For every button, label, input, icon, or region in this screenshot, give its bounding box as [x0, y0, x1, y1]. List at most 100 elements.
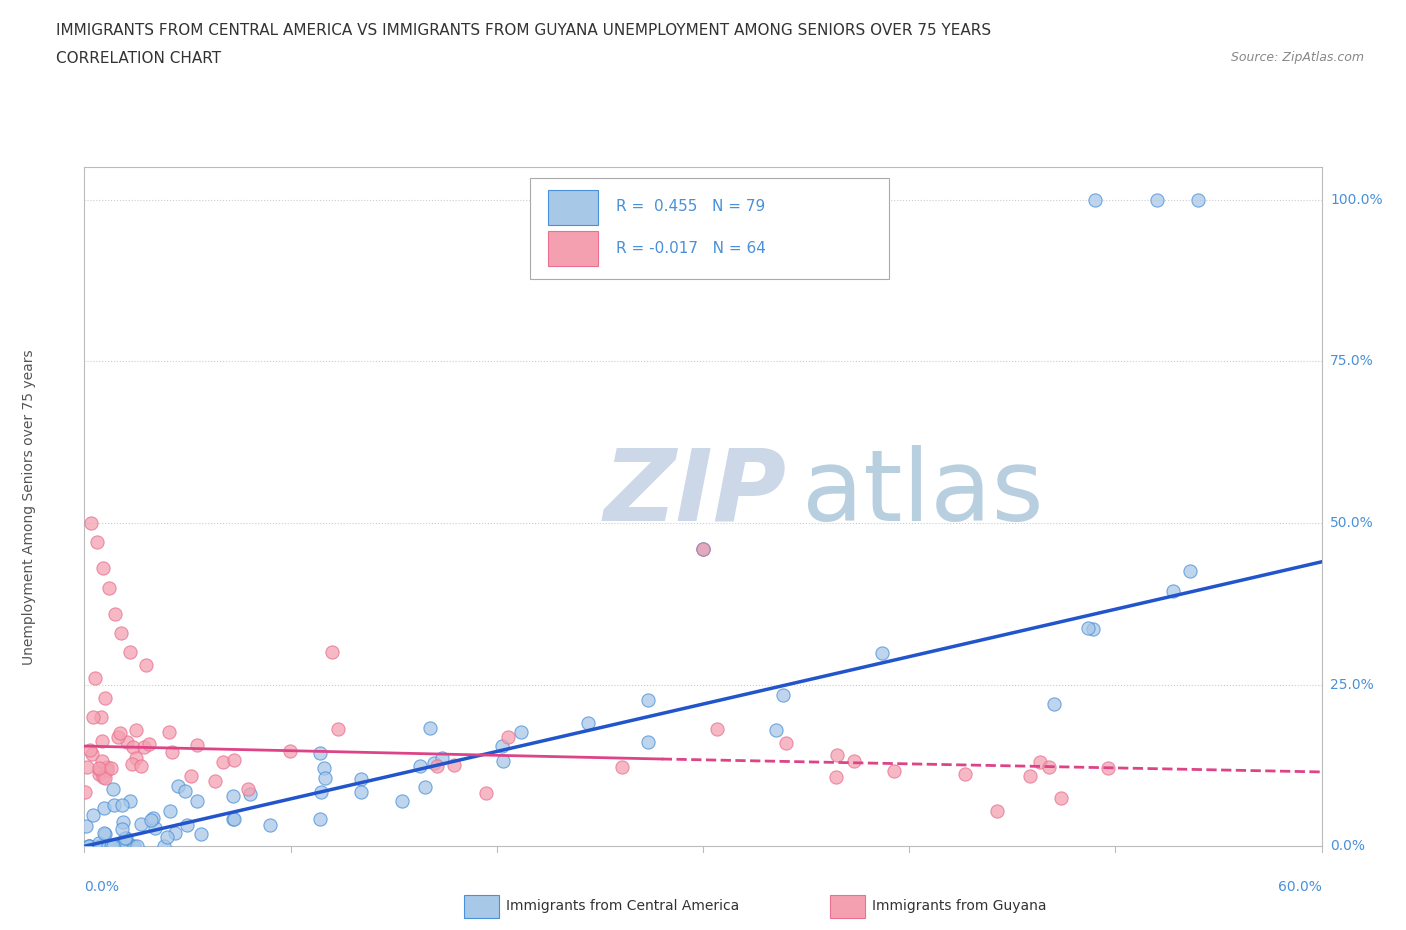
Point [186, 793, 208, 808]
Point [222, 811, 245, 826]
Point [138, 737, 160, 751]
Point [419, 720, 441, 735]
Point [309, 784, 332, 799]
Point [692, 541, 714, 556]
Point [77, 839, 100, 854]
Point [91, 561, 114, 576]
Point [174, 783, 197, 798]
Point [82, 710, 104, 724]
Point [350, 771, 373, 786]
Point [125, 723, 148, 737]
Text: 50.0%: 50.0% [1330, 516, 1374, 530]
Point [77, 839, 100, 854]
Text: R =  0.455   N = 79: R = 0.455 N = 79 [616, 199, 766, 214]
Point [143, 820, 166, 835]
Point [76, 760, 98, 775]
Point [186, 737, 208, 752]
Point [176, 817, 198, 832]
Point [160, 745, 183, 760]
Point [94, 827, 117, 842]
Text: ZIP: ZIP [605, 445, 787, 542]
Point [156, 830, 179, 844]
Point [413, 780, 436, 795]
Text: Unemployment Among Seniors over 75 years: Unemployment Among Seniors over 75 years [21, 349, 35, 665]
Point [224, 752, 246, 767]
Point [135, 658, 157, 672]
Point [90, 734, 112, 749]
Point [90, 710, 112, 724]
Point [163, 826, 186, 841]
Point [278, 743, 301, 758]
Point [94, 690, 117, 705]
Point [101, 839, 124, 854]
Point [391, 794, 413, 809]
Point [236, 782, 259, 797]
Point [692, 541, 714, 556]
Point [82, 807, 104, 822]
Point [576, 715, 599, 730]
Point [87, 836, 110, 851]
Point [103, 798, 125, 813]
Point [321, 644, 343, 659]
Point [637, 734, 659, 749]
Point [1097, 761, 1119, 776]
Point [111, 798, 134, 813]
Point [842, 753, 865, 768]
Point [121, 756, 143, 771]
Point [129, 758, 152, 773]
Point [111, 821, 134, 836]
Point [75, 784, 97, 799]
Point [190, 827, 212, 842]
Point [117, 836, 139, 851]
Point [96, 763, 118, 777]
Point [775, 736, 797, 751]
Point [222, 789, 245, 804]
Point [125, 839, 148, 854]
Point [129, 817, 152, 831]
Point [115, 835, 138, 850]
Point [637, 692, 659, 707]
Point [1029, 754, 1052, 769]
Point [112, 815, 135, 830]
Point [953, 767, 976, 782]
Point [1077, 621, 1099, 636]
Point [159, 804, 181, 819]
Point [692, 541, 714, 556]
Point [222, 812, 245, 827]
Point [139, 813, 162, 828]
Point [107, 730, 129, 745]
Text: Immigrants from Guyana: Immigrants from Guyana [872, 898, 1046, 913]
Point [82, 747, 104, 762]
Point [91, 754, 114, 769]
Point [89, 839, 111, 854]
Point [91, 770, 114, 785]
Point [114, 830, 136, 845]
Point [883, 764, 905, 778]
Point [90, 839, 112, 854]
Point [98, 580, 121, 595]
FancyBboxPatch shape [548, 190, 598, 225]
Point [824, 770, 846, 785]
Text: 0.0%: 0.0% [84, 880, 120, 895]
Point [309, 746, 332, 761]
Point [122, 839, 145, 854]
Point [350, 784, 373, 799]
Point [1018, 768, 1040, 783]
Text: 60.0%: 60.0% [1278, 880, 1322, 895]
Point [423, 755, 446, 770]
Point [124, 751, 146, 765]
Point [94, 770, 117, 785]
Point [93, 801, 115, 816]
Point [157, 724, 180, 739]
Point [1084, 193, 1107, 207]
Point [101, 839, 124, 854]
Point [496, 729, 519, 744]
Point [77, 839, 100, 854]
Point [108, 725, 131, 740]
Point [430, 751, 453, 765]
Point [706, 722, 728, 737]
Point [96, 759, 118, 774]
Text: 0.0%: 0.0% [1330, 839, 1365, 854]
Point [1178, 565, 1201, 579]
Point [204, 774, 226, 789]
